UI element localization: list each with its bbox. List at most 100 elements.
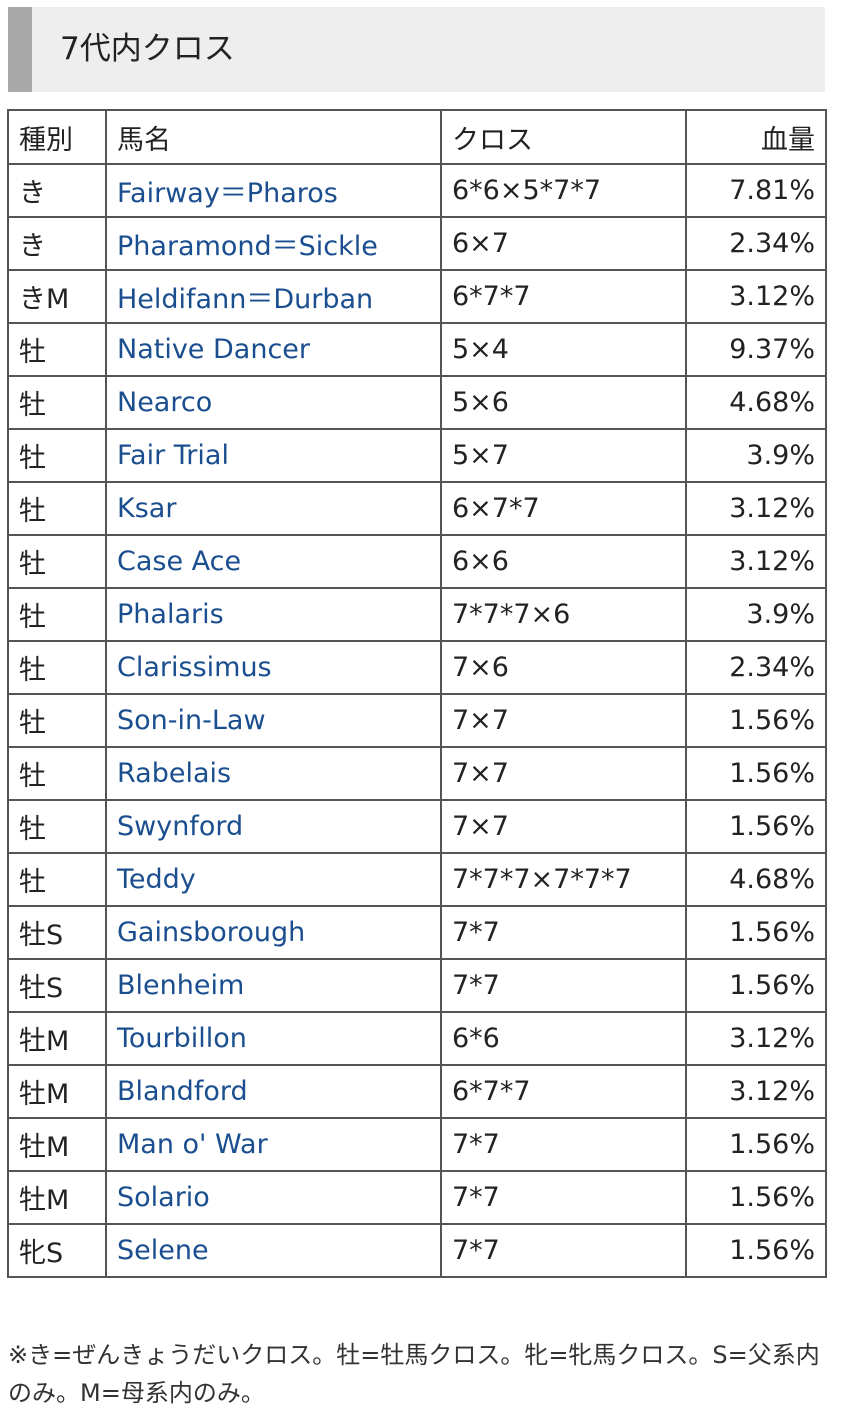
cell-type: き [7,163,107,218]
footnote: ※き=ぜんきょうだいクロス。牡=牡馬クロス。牝=牝馬クロス。S=父系内のみ。M=… [8,1341,820,1407]
horse-name-link[interactable]: Gainsborough [117,917,306,948]
cell-horse-name: Swynford [105,799,442,854]
cell-cross: 7*7*7×6 [440,587,687,642]
cell-horse-name: Case Ace [105,534,442,589]
horse-name-link[interactable]: Clarissimus [117,652,272,683]
table-row: 牡M Tourbillon 6*6 3.12% [7,1011,827,1066]
cell-horse-name: Ksar [105,481,442,536]
table-row: 牡S Gainsborough 7*7 1.56% [7,905,827,960]
cell-horse-name: Tourbillon [105,1011,442,1066]
cell-blood-percentage: 3.12% [685,1011,827,1066]
table-row: 牡 Son-in-Law 7×7 1.56% [7,693,827,748]
horse-name-link[interactable]: Fairway＝Pharos [117,178,338,209]
horse-name-link[interactable]: Pharamond＝Sickle [117,231,378,262]
cell-blood-percentage: 1.56% [685,958,827,1013]
horse-name-link[interactable]: Selene [117,1235,209,1266]
section-title: 7代内クロス [60,31,235,67]
cell-cross: 6×6 [440,534,687,589]
table-row: 牝S Selene 7*7 1.56% [7,1223,827,1278]
section-heading: 7代内クロス [8,7,825,92]
cell-horse-name: Rabelais [105,746,442,801]
cell-cross: 6*7*7 [440,269,687,324]
cell-cross: 5×6 [440,375,687,430]
cell-cross: 6*6 [440,1011,687,1066]
table-row: 牡 Nearco 5×6 4.68% [7,375,827,430]
cell-type: きM [7,269,107,324]
cell-type: 牝S [7,1223,107,1278]
horse-name-link[interactable]: Son-in-Law [117,705,266,736]
horse-name-link[interactable]: Fair Trial [117,440,229,471]
cell-horse-name: Pharamond＝Sickle [105,216,442,271]
cell-blood-percentage: 2.34% [685,640,827,695]
table-row: き Fairway＝Pharos 6*6×5*7*7 7.81% [7,163,827,218]
horse-name-link[interactable]: Phalaris [117,599,224,630]
cell-blood-percentage: 1.56% [685,905,827,960]
cell-type: き [7,216,107,271]
cell-cross: 7*7*7×7*7*7 [440,852,687,907]
cell-blood-percentage: 1.56% [685,1223,827,1278]
table-row: 牡S Blenheim 7*7 1.56% [7,958,827,1013]
cell-blood-percentage: 1.56% [685,1170,827,1225]
cell-horse-name: Blenheim [105,958,442,1013]
horse-name-link[interactable]: Ksar [117,493,177,524]
cell-horse-name: Son-in-Law [105,693,442,748]
table-row: 牡 Teddy 7*7*7×7*7*7 4.68% [7,852,827,907]
cell-blood-percentage: 1.56% [685,746,827,801]
cell-type: 牡M [7,1011,107,1066]
horse-name-link[interactable]: Rabelais [117,758,232,789]
cell-type: 牡 [7,322,107,377]
cell-type: 牡 [7,693,107,748]
horse-name-link[interactable]: Heldifann＝Durban [117,284,374,315]
table-header-row: 種別 馬名 クロス 血量 [7,109,827,165]
cell-cross: 7×7 [440,799,687,854]
horse-name-link[interactable]: Nearco [117,387,213,418]
cell-type: 牡 [7,534,107,589]
cell-type: 牡M [7,1170,107,1225]
horse-name-link[interactable]: Tourbillon [117,1023,247,1054]
cell-horse-name: Fairway＝Pharos [105,163,442,218]
horse-name-link[interactable]: Swynford [117,811,244,842]
cell-cross: 6×7 [440,216,687,271]
column-header-type: 種別 [7,109,107,165]
table-row: 牡 Phalaris 7*7*7×6 3.9% [7,587,827,642]
table-row: 牡 Fair Trial 5×7 3.9% [7,428,827,483]
horse-name-link[interactable]: Teddy [117,864,196,895]
cell-type: 牡M [7,1117,107,1172]
table-row: 牡M Man o' War 7*7 1.56% [7,1117,827,1172]
horse-name-link[interactable]: Solario [117,1182,210,1213]
cell-blood-percentage: 4.68% [685,852,827,907]
cell-cross: 7*7 [440,1223,687,1278]
table-row: 牡M Solario 7*7 1.56% [7,1170,827,1225]
cell-cross: 6*6×5*7*7 [440,163,687,218]
cell-blood-percentage: 3.12% [685,269,827,324]
cell-horse-name: Man o' War [105,1117,442,1172]
cell-blood-percentage: 1.56% [685,1117,827,1172]
cell-horse-name: Solario [105,1170,442,1225]
cell-type: 牡S [7,958,107,1013]
cell-blood-percentage: 3.12% [685,534,827,589]
cell-horse-name: Native Dancer [105,322,442,377]
cell-cross: 7*7 [440,1170,687,1225]
cell-type: 牡 [7,428,107,483]
cell-blood-percentage: 3.12% [685,1064,827,1119]
table-row: 牡 Case Ace 6×6 3.12% [7,534,827,589]
horse-name-link[interactable]: Native Dancer [117,334,311,365]
table-row: 牡 Ksar 6×7*7 3.12% [7,481,827,536]
table-body: き Fairway＝Pharos 6*6×5*7*7 7.81% き Pharamond＝… [7,163,827,1278]
cell-cross: 7×7 [440,746,687,801]
cell-horse-name: Heldifann＝Durban [105,269,442,324]
horse-name-link[interactable]: Man o' War [117,1129,268,1160]
cell-horse-name: Phalaris [105,587,442,642]
table-row: き Pharamond＝Sickle 6×7 2.34% [7,216,827,271]
cell-horse-name: Gainsborough [105,905,442,960]
cell-blood-percentage: 9.37% [685,322,827,377]
table-row: 牡 Rabelais 7×7 1.56% [7,746,827,801]
horse-name-link[interactable]: Case Ace [117,546,242,577]
cell-type: 牡 [7,587,107,642]
cell-type: 牡 [7,640,107,695]
inbreeding-cross-table: 種別 馬名 クロス 血量 き Fairway＝Pharos 6*6×5*7*7 7.8… [7,109,827,1278]
horse-name-link[interactable]: Blandford [117,1076,248,1107]
cell-blood-percentage: 2.34% [685,216,827,271]
cell-horse-name: Nearco [105,375,442,430]
horse-name-link[interactable]: Blenheim [117,970,245,1001]
